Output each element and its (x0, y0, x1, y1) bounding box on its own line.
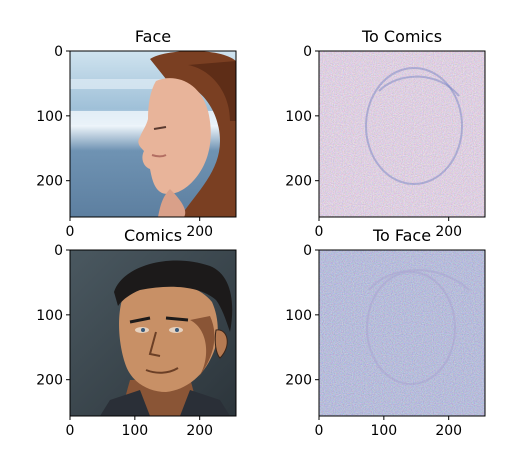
x-tick-label: 200 (186, 423, 213, 439)
to-comics-frame (318, 50, 486, 218)
to-face-image (319, 250, 485, 416)
panel-comics (69, 249, 237, 417)
axes-to-comics: To Comics 0 200 0 100 200 (285, 27, 462, 240)
y-tick-label: 200 (285, 373, 312, 389)
y-tick-label: 200 (285, 174, 312, 190)
comics-frame (69, 249, 237, 417)
axes-comics: Comics 0 100 200 0 100 200 (36, 226, 213, 439)
y-tick-label: 200 (36, 373, 63, 389)
face-image (70, 51, 236, 217)
to-comics-image (319, 51, 485, 217)
x-tick-label: 0 (66, 423, 75, 439)
x-tick-label: 0 (315, 423, 324, 439)
y-tick-label: 100 (36, 109, 63, 125)
chart-title: Comics (124, 226, 182, 245)
panel-to-face (318, 249, 486, 417)
x-tick-label: 100 (121, 423, 148, 439)
y-tick-label: 100 (36, 308, 63, 324)
panel-face (69, 50, 237, 218)
to-face-frame (318, 249, 486, 417)
y-tick-label: 100 (285, 308, 312, 324)
x-tick-label: 0 (66, 224, 75, 240)
axes-to-face: To Face 0 100 200 0 100 200 (285, 226, 462, 439)
y-tick-label: 200 (36, 174, 63, 190)
x-tick-label: 200 (435, 224, 462, 240)
panel-to-comics (318, 50, 486, 218)
x-tick-label: 200 (186, 224, 213, 240)
y-tick-label: 100 (285, 109, 312, 125)
y-tick-label: 0 (303, 243, 312, 259)
axes-face: Face 0 200 0 100 200 (36, 27, 213, 240)
x-tick-label: 200 (435, 423, 462, 439)
y-tick-label: 0 (54, 243, 63, 259)
y-tick-label: 0 (54, 44, 63, 60)
chart-title: Face (135, 27, 171, 46)
chart-title: To Comics (361, 27, 442, 46)
comics-image (70, 250, 236, 416)
y-tick-label: 0 (303, 44, 312, 60)
x-tick-label: 0 (315, 224, 324, 240)
chart-title: To Face (372, 226, 431, 245)
x-tick-label: 100 (370, 423, 397, 439)
face-frame (69, 50, 237, 218)
